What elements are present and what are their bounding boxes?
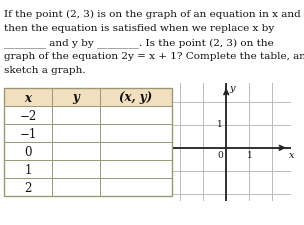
Bar — [4, 88, 172, 106]
Text: x: x — [25, 92, 32, 104]
Text: (x, y): (x, y) — [119, 92, 153, 104]
Text: If the point (2, 3) is on the graph of an equation in x and y,: If the point (2, 3) is on the graph of a… — [4, 10, 304, 19]
Text: 1: 1 — [24, 164, 32, 176]
Text: 0: 0 — [217, 151, 223, 160]
Text: then the equation is satisfied when we replace x by: then the equation is satisfied when we r… — [4, 24, 274, 33]
Text: ________ and y by ________. Is the point (2, 3) on the: ________ and y by ________. Is the point… — [4, 38, 274, 48]
Text: 0: 0 — [24, 146, 32, 158]
Text: graph of the equation 2y = x + 1? Complete the table, and: graph of the equation 2y = x + 1? Comple… — [4, 52, 304, 61]
Text: y: y — [230, 84, 235, 93]
Text: 1: 1 — [217, 120, 223, 129]
Text: −1: −1 — [19, 128, 36, 140]
Text: −2: −2 — [19, 110, 36, 122]
Text: 2: 2 — [24, 182, 32, 194]
Text: x: x — [289, 151, 295, 160]
Bar — [4, 88, 172, 196]
Text: 1: 1 — [247, 151, 252, 160]
Text: y: y — [73, 92, 79, 104]
Text: sketch a graph.: sketch a graph. — [4, 66, 86, 75]
